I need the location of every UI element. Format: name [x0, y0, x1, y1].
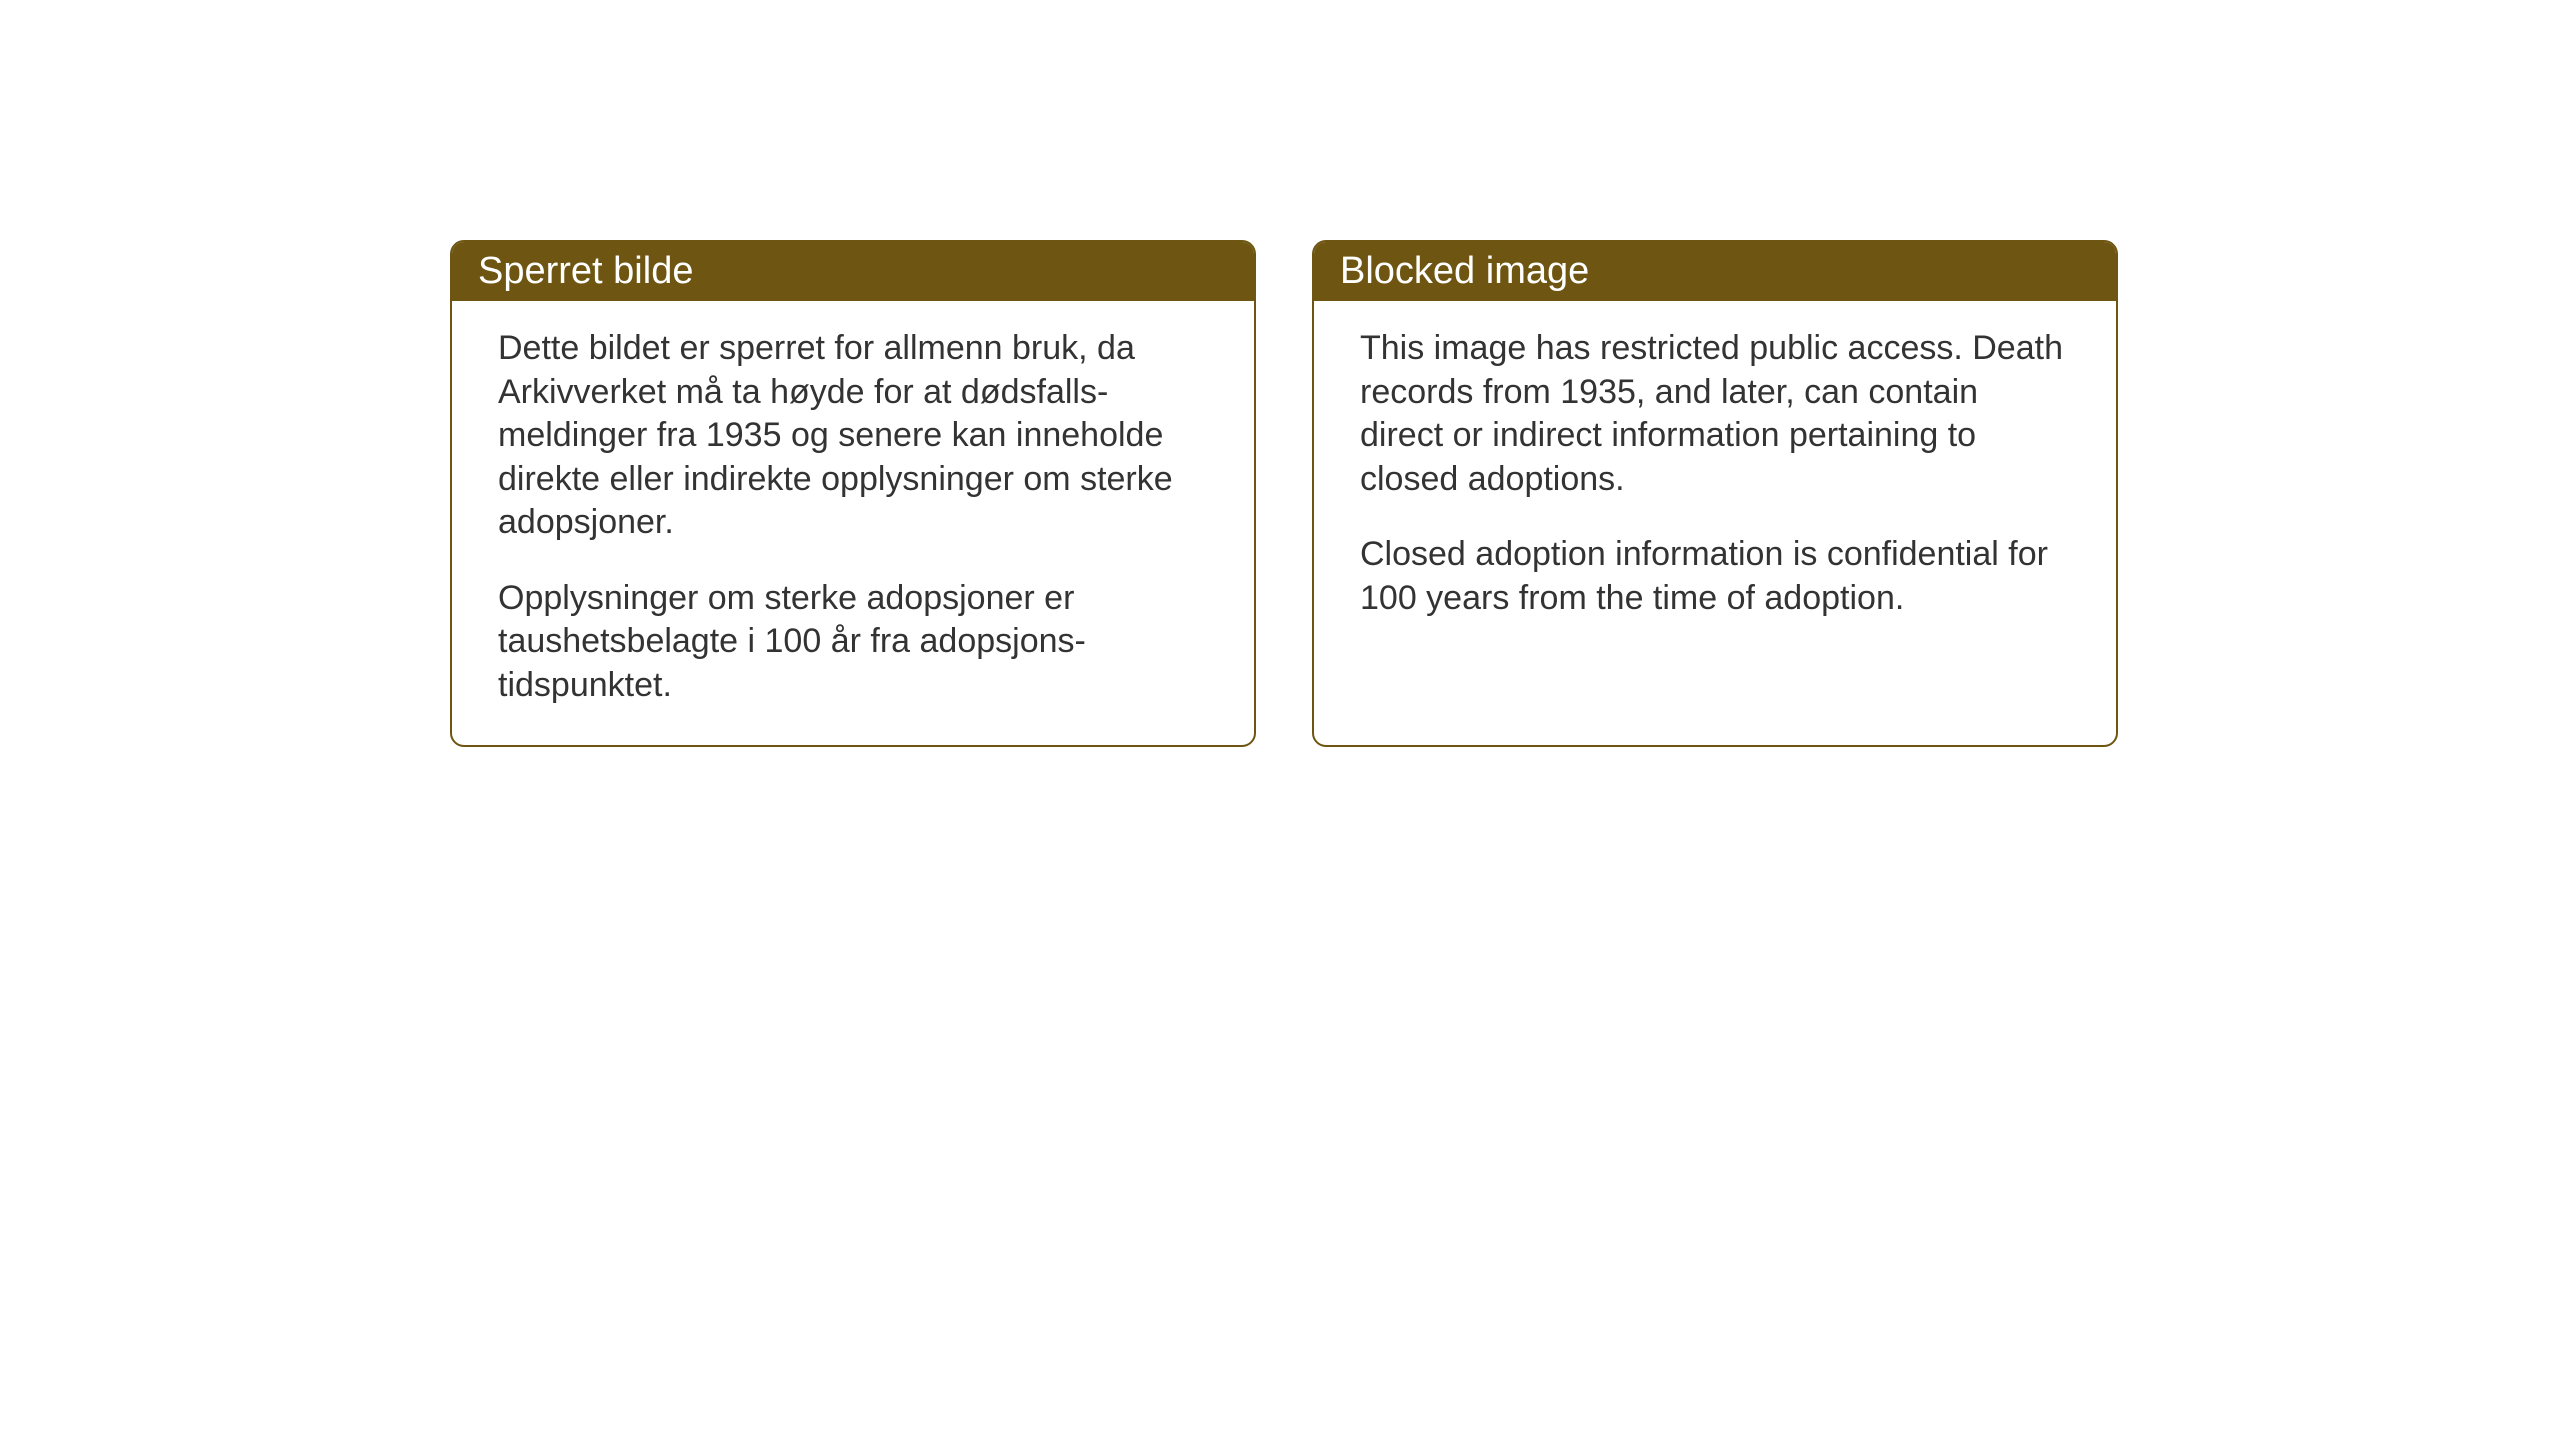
norwegian-notice-card: Sperret bilde Dette bildet er sperret fo…	[450, 240, 1256, 747]
english-card-body: This image has restricted public access.…	[1314, 301, 2116, 658]
norwegian-paragraph-1: Dette bildet er sperret for allmenn bruk…	[498, 327, 1208, 545]
english-card-title: Blocked image	[1314, 242, 2116, 301]
english-paragraph-1: This image has restricted public access.…	[1360, 327, 2070, 501]
english-notice-card: Blocked image This image has restricted …	[1312, 240, 2118, 747]
norwegian-card-body: Dette bildet er sperret for allmenn bruk…	[452, 301, 1254, 745]
norwegian-paragraph-2: Opplysninger om sterke adopsjoner er tau…	[498, 577, 1208, 708]
english-paragraph-2: Closed adoption information is confident…	[1360, 533, 2070, 620]
notice-container: Sperret bilde Dette bildet er sperret fo…	[450, 240, 2118, 747]
norwegian-card-title: Sperret bilde	[452, 242, 1254, 301]
